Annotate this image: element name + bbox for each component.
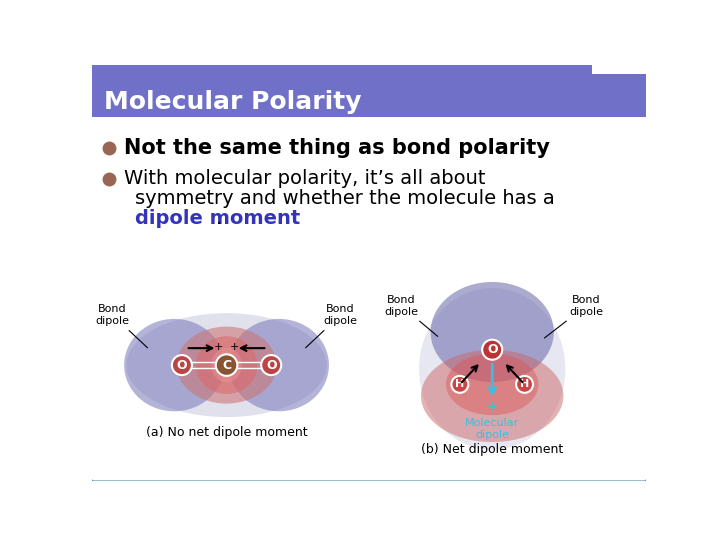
Text: Molecular
dipole: Molecular dipole [465,418,519,440]
Ellipse shape [211,348,242,382]
Bar [593,65,647,74]
Ellipse shape [127,313,327,417]
Circle shape [216,354,238,376]
Ellipse shape [419,288,565,450]
Bar [92,65,647,117]
Text: Bond
dipole: Bond dipole [96,304,148,348]
Text: With molecular polarity, it’s all about: With molecular polarity, it’s all about [124,169,485,188]
Text: symmetry and whether the molecule has a: symmetry and whether the molecule has a [135,190,554,208]
Ellipse shape [229,319,329,411]
Ellipse shape [446,354,539,415]
Ellipse shape [421,350,564,442]
Text: Molecular Polarity: Molecular Polarity [104,90,361,114]
Text: H: H [455,379,464,389]
Text: (b) Net dipole moment: (b) Net dipole moment [421,443,563,456]
Text: +: + [214,342,223,353]
Text: O: O [487,343,498,356]
Circle shape [451,376,468,393]
Text: Bond
dipole: Bond dipole [544,295,603,338]
Text: C: C [222,359,231,372]
Circle shape [172,355,192,375]
Ellipse shape [431,282,554,382]
Text: Not the same thing as bond polarity: Not the same thing as bond polarity [124,138,550,158]
Text: Bond
dipole: Bond dipole [305,304,358,348]
Text: O: O [266,359,276,372]
Text: .: . [216,210,222,228]
Circle shape [516,376,533,393]
Text: O: O [176,359,187,372]
Text: +: + [487,401,498,415]
Text: dipole moment: dipole moment [135,210,300,228]
Text: (a) No net dipole moment: (a) No net dipole moment [145,427,307,440]
Circle shape [261,355,282,375]
Circle shape [482,340,503,360]
Text: H: H [520,379,529,389]
Ellipse shape [176,327,276,403]
Text: +: + [230,342,239,353]
Text: Bond
dipole: Bond dipole [384,295,438,336]
Ellipse shape [196,336,257,394]
Ellipse shape [124,319,224,411]
